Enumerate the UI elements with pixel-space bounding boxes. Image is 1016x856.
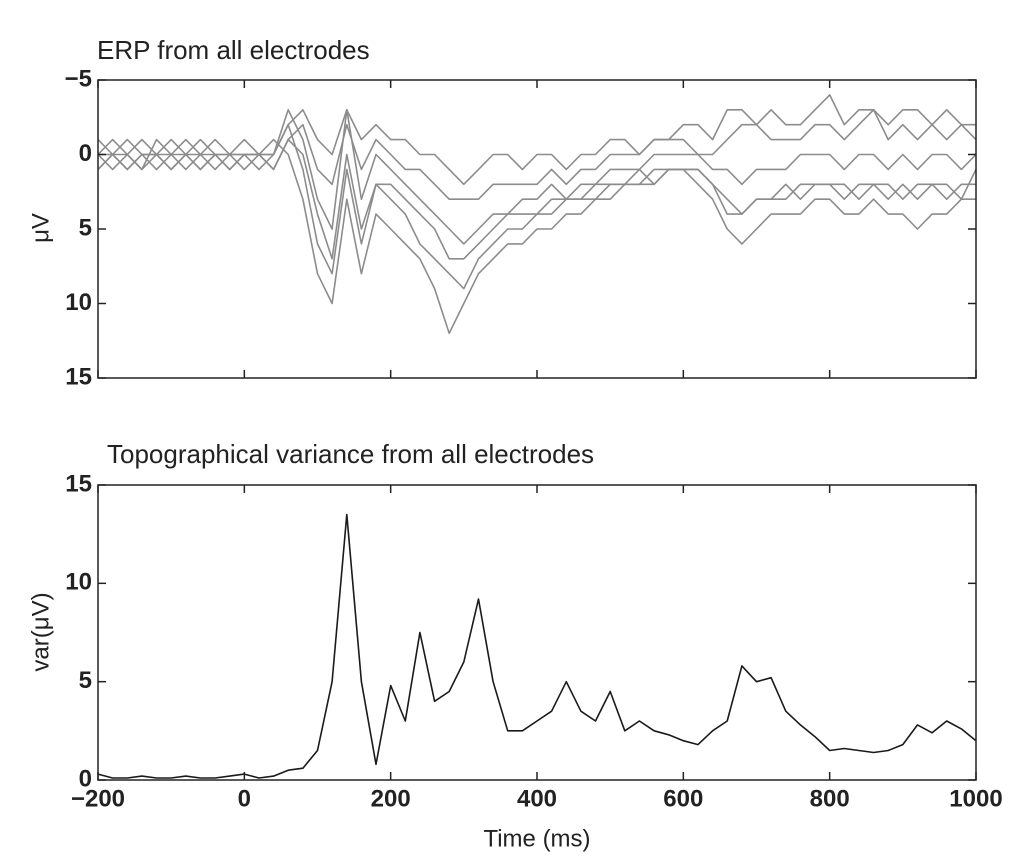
- y-tick-label: 15: [65, 363, 92, 390]
- x-tick-label: −200: [71, 785, 125, 812]
- plot-frame: [97, 484, 977, 781]
- data-line: [97, 94, 976, 186]
- data-line: [97, 123, 976, 290]
- x-tick-label: 400: [517, 785, 557, 812]
- y-tick-label: 15: [65, 470, 92, 497]
- y-tick-label: 5: [79, 214, 92, 241]
- y-tick-label: 10: [65, 569, 92, 596]
- x-tick-label: 0: [238, 785, 251, 812]
- y-axis-label: μV: [27, 213, 54, 243]
- chart-title: Topographical variance from all electrod…: [107, 439, 594, 469]
- x-tick-label: 600: [663, 785, 703, 812]
- x-tick-label: 800: [810, 785, 850, 812]
- y-axis-label: var(μV): [27, 592, 54, 671]
- x-tick-label: 1000: [949, 785, 1002, 812]
- data-line: [97, 109, 977, 245]
- data-line: [97, 513, 977, 779]
- y-tick-label: 0: [79, 765, 92, 792]
- y-tick-label: −5: [65, 65, 92, 92]
- chart-title: ERP from all electrodes: [97, 35, 370, 65]
- y-tick-label: 5: [79, 667, 92, 694]
- data-line: [98, 138, 977, 260]
- x-axis-label: Time (ms): [483, 825, 590, 852]
- x-tick-label: 200: [371, 785, 411, 812]
- y-tick-label: 0: [79, 140, 92, 167]
- y-tick-label: 10: [65, 289, 92, 316]
